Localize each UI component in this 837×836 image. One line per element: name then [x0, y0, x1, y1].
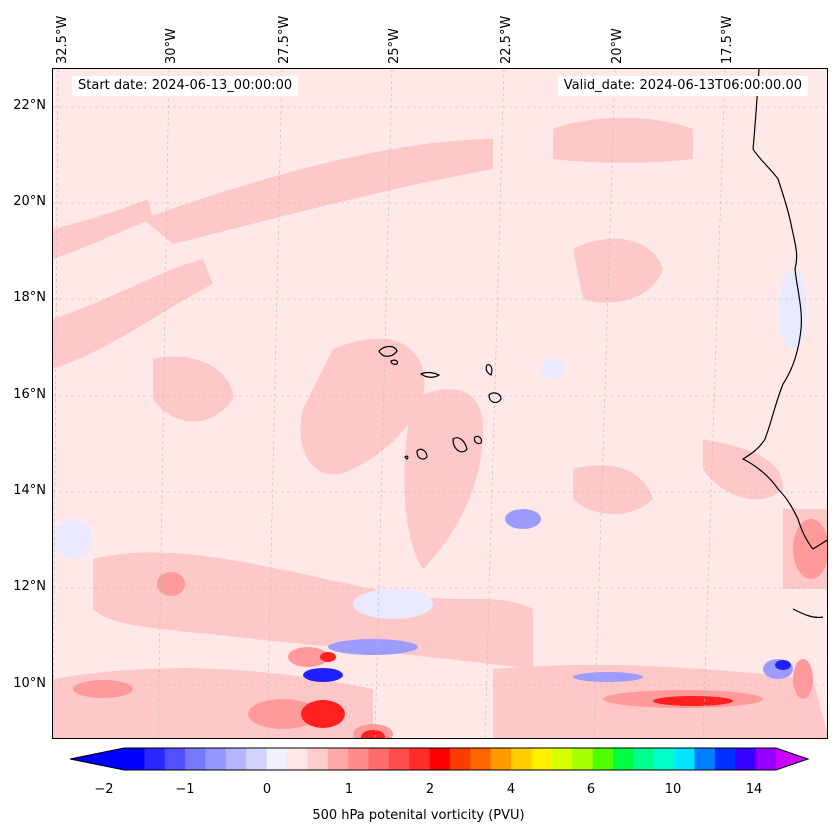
colorbar-swatch [287, 748, 308, 770]
cape-verde-islands [378, 345, 502, 460]
lon-label-32-5w: 32.5°W [55, 15, 70, 64]
colorbar-swatch [470, 748, 492, 770]
colorbar-swatch [388, 748, 410, 770]
colorbar-swatch [572, 748, 594, 770]
lat-label-20n: 20°N [13, 194, 46, 209]
colorbar-tick: 1 [344, 782, 354, 797]
colorbar-swatch [613, 748, 634, 770]
colorbar-swatch [409, 748, 431, 770]
colorbar-swatch [266, 748, 288, 770]
colorbar-label: 500 hPa potenital vorticity (PVU) [312, 808, 525, 823]
colorbar-tick: 2 [425, 782, 435, 797]
colorbar-extend-low [70, 748, 124, 770]
colorbar-swatch [327, 748, 349, 770]
colorbar-swatch [225, 748, 247, 770]
colorbar-swatch [714, 748, 736, 770]
colorbar-tick: 6 [586, 782, 596, 797]
colorbar-swatch [205, 748, 227, 770]
coastline [741, 69, 827, 619]
pv-contours-strong-blue [303, 660, 791, 682]
colorbar-swatch [551, 748, 573, 770]
pv-contours-light-red [53, 117, 827, 738]
colorbar-tick: −1 [175, 782, 195, 797]
colorbar-swatch [185, 748, 206, 770]
colorbar-swatch [450, 748, 471, 770]
lat-label-18n: 18°N [13, 290, 46, 305]
pv-field-map [53, 69, 827, 738]
lon-label-30w: 30°W [164, 28, 179, 64]
colorbar-swatch [429, 748, 451, 770]
colorbar-outline [70, 747, 810, 771]
colorbar-swatch [511, 748, 532, 770]
pv-contours-strong-red [301, 652, 733, 738]
lat-label-10n: 10°N [13, 676, 46, 691]
colorbar-swatch [755, 748, 777, 770]
lon-label-22-5w: 22.5°W [499, 15, 514, 64]
pv-contours-light-blue [53, 269, 807, 619]
colorbar-swatch [633, 748, 655, 770]
lat-label-16n: 16°N [13, 387, 46, 402]
lat-label-14n: 14°N [13, 483, 46, 498]
lon-label-27-5w: 27.5°W [277, 15, 292, 64]
colorbar-swatch [307, 748, 329, 770]
lon-label-20w: 20°W [610, 28, 625, 64]
colorbar-swatch [653, 748, 675, 770]
colorbar-swatch [246, 748, 268, 770]
colorbar-tick: 10 [664, 782, 682, 797]
colorbar-swatch [368, 748, 390, 770]
colorbar-swatch [490, 748, 512, 770]
lat-label-12n: 12°N [13, 579, 46, 594]
map-panel[interactable] [52, 68, 828, 739]
graticule [53, 69, 827, 738]
lat-label-22n: 22°N [13, 98, 46, 113]
colorbar-tick: 14 [745, 782, 763, 797]
colorbar-swatch [124, 748, 145, 770]
colorbar-swatch [164, 748, 186, 770]
colorbar-swatch [348, 748, 369, 770]
colorbar-extend-high [776, 748, 808, 770]
colorbar-swatch [531, 748, 553, 770]
valid-date: Valid_date: 2024-06-13T06:00:00.00 [557, 76, 808, 96]
colorbar [70, 747, 810, 771]
colorbar-tick: 0 [262, 782, 272, 797]
start-date: Start date: 2024-06-13_00:00:00 [72, 76, 299, 96]
colorbar-swatch [694, 748, 716, 770]
colorbar-swatch [592, 748, 614, 770]
colorbar-swatch [674, 748, 695, 770]
colorbar-swatch [735, 748, 757, 770]
lon-label-25w: 25°W [387, 28, 402, 64]
colorbar-tick: 4 [506, 782, 516, 797]
colorbar-swatch [144, 748, 166, 770]
lon-label-17-5w: 17.5°W [720, 15, 735, 64]
colorbar-tick: −2 [94, 782, 114, 797]
